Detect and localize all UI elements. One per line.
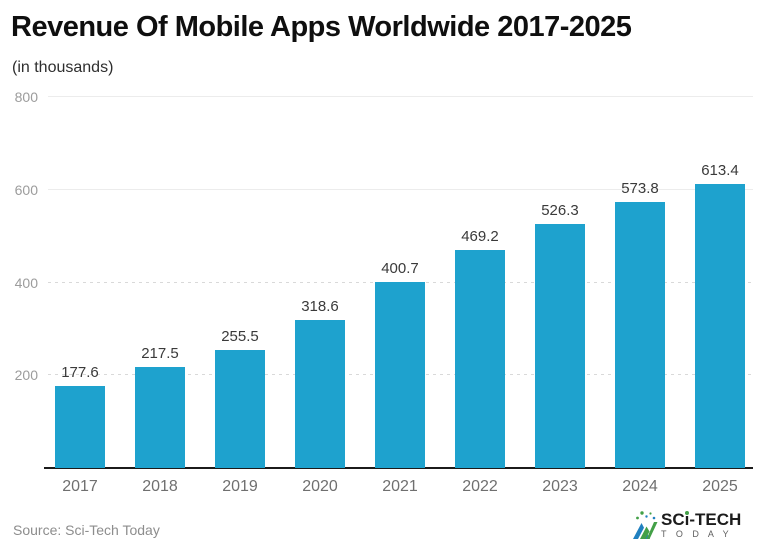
x-label-2019: 2019 <box>222 478 258 495</box>
gridline-800 <box>48 96 753 97</box>
value-label-2021: 400.7 <box>381 260 419 278</box>
chart-subtitle: (in thousands) <box>12 59 114 76</box>
sci-tech-logo-icon <box>633 511 658 539</box>
brand-logo: SCı-TECH T O D A Y <box>633 510 741 540</box>
x-axis: 2017 2018 2019 2020 2021 2022 2023 2024 2025 <box>48 473 753 497</box>
bar-2021[interactable] <box>375 282 425 468</box>
x-label-2017: 2017 <box>62 478 98 495</box>
value-label-2023: 526.3 <box>541 201 579 219</box>
x-label-2024: 2024 <box>622 478 658 495</box>
plot-area: 177.6 217.5 255.5 318.6 400.7 469.2 526.3 573.8… <box>44 96 753 469</box>
bar-2020[interactable] <box>295 320 345 468</box>
x-label-2023: 2023 <box>542 478 578 495</box>
bar-2025[interactable] <box>695 183 745 468</box>
source-note: Source: Sci-Tech Today <box>13 522 160 538</box>
logo-i-letter: ı <box>684 510 690 529</box>
bar-2024[interactable] <box>615 201 665 468</box>
x-label-2018: 2018 <box>142 478 178 495</box>
value-label-2025: 613.4 <box>701 161 739 179</box>
y-tick-label-200: 200 <box>14 367 38 384</box>
gridline-400 <box>48 281 753 283</box>
x-label-2020: 2020 <box>302 478 338 495</box>
x-label-2022: 2022 <box>462 478 498 495</box>
x-label-2021: 2021 <box>382 478 418 495</box>
value-label-2017: 177.6 <box>61 363 99 381</box>
x-label-2025: 2025 <box>702 478 738 495</box>
y-tick-label-600: 600 <box>14 181 38 198</box>
y-axis: 200 400 600 800 <box>0 90 38 468</box>
brand-text: SCı-TECH T O D A Y <box>661 510 741 539</box>
value-label-2018: 217.5 <box>141 345 179 363</box>
bar-2023[interactable] <box>535 223 585 468</box>
bar-2018[interactable] <box>135 367 185 468</box>
y-tick-label-400: 400 <box>14 274 38 291</box>
value-label-2024: 573.8 <box>621 179 659 197</box>
brand-name: SCı-TECH <box>661 510 742 529</box>
gridline-600 <box>48 188 753 190</box>
bar-2017[interactable] <box>55 385 105 468</box>
value-label-2022: 469.2 <box>461 228 499 246</box>
x-axis-line <box>44 467 753 469</box>
value-label-2019: 255.5 <box>221 327 259 345</box>
y-tick-label-800: 800 <box>14 89 38 105</box>
bar-2019[interactable] <box>215 349 265 468</box>
bar-2022[interactable] <box>455 250 505 468</box>
chart-title: Revenue Of Mobile Apps Worldwide 2017-20… <box>11 11 632 43</box>
value-label-2020: 318.6 <box>301 298 339 316</box>
brand-subname: T O D A Y <box>661 529 733 539</box>
